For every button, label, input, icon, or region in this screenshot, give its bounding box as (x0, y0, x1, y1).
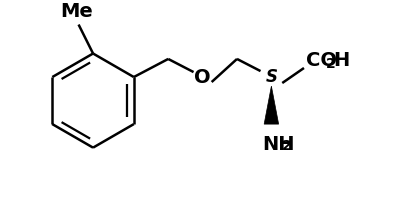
Text: H: H (333, 51, 349, 70)
Text: S: S (265, 68, 278, 86)
Polygon shape (264, 86, 279, 124)
Text: 2: 2 (282, 139, 292, 153)
Text: O: O (194, 68, 211, 86)
Text: Me: Me (60, 2, 93, 21)
Text: NH: NH (262, 135, 295, 154)
Text: CO: CO (306, 51, 337, 70)
Text: 2: 2 (326, 57, 335, 71)
